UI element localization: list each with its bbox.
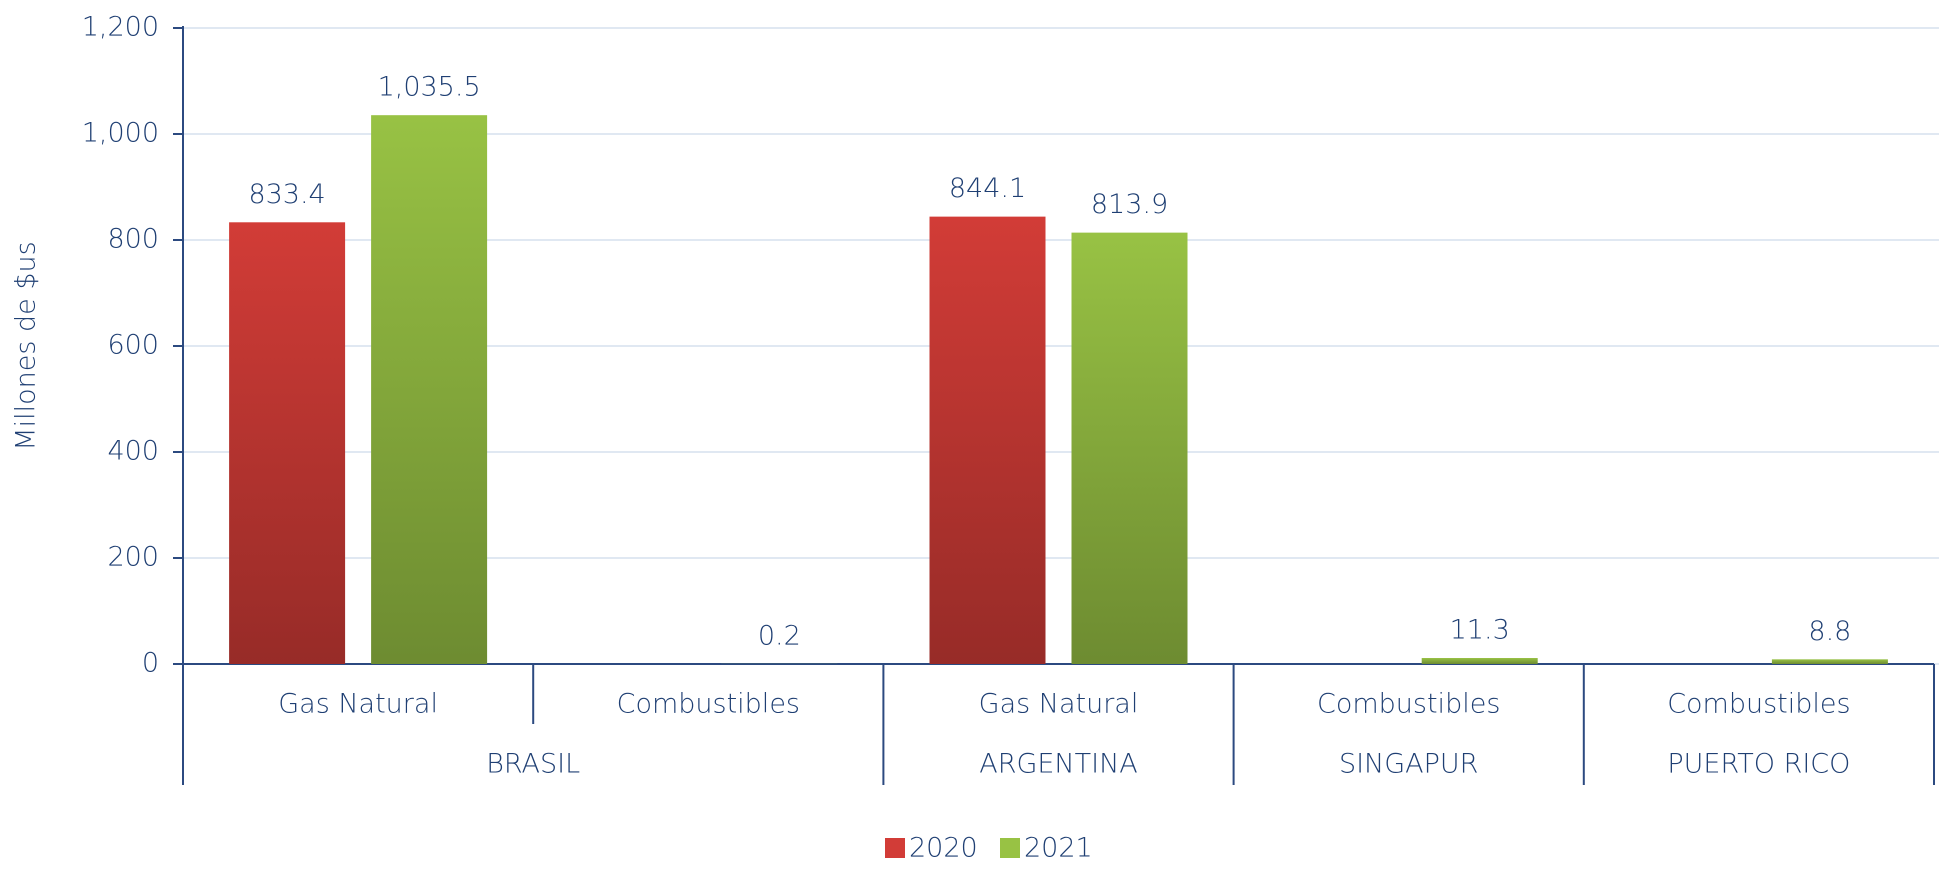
y-tick-label: 600 [107, 330, 159, 361]
x-tick-label: Combustibles [1317, 689, 1500, 720]
legend-swatch [885, 838, 905, 858]
group-label: BRASIL [486, 749, 580, 780]
page: {"chart_data": { "type": "bar", "y_label… [0, 0, 1939, 873]
y-tick-label: 1,000 [82, 118, 159, 149]
data-label: 11.3 [1450, 615, 1510, 646]
y-axis-title: Millones de $us [11, 241, 42, 450]
data-label: 844.1 [949, 173, 1026, 204]
x-tick-label: Gas Natural [979, 689, 1139, 720]
y-tick-label: 0 [142, 648, 159, 679]
data-label: 0.2 [758, 620, 801, 651]
bar [1072, 233, 1188, 664]
y-tick-label: 800 [107, 224, 159, 255]
data-label: 8.8 [1808, 616, 1851, 647]
bar [1772, 659, 1888, 664]
x-tick-label: Combustibles [1667, 689, 1850, 720]
legend-swatch [1000, 838, 1020, 858]
bar [229, 222, 345, 664]
y-tick-label: 1,200 [82, 12, 159, 43]
legend-label: 2020 [909, 833, 978, 864]
data-label: 813.9 [1091, 189, 1168, 220]
y-tick-label: 400 [107, 436, 159, 467]
x-tick-label: Combustibles [617, 689, 800, 720]
bar [371, 115, 487, 664]
y-tick-label: 200 [107, 542, 159, 573]
x-tick-label: Gas Natural [278, 689, 438, 720]
data-label: 833.4 [248, 179, 325, 210]
group-label: ARGENTINA [979, 749, 1138, 780]
group-label: PUERTO RICO [1667, 749, 1850, 780]
bar [930, 217, 1046, 664]
group-label: SINGAPUR [1339, 749, 1479, 780]
data-label: 1,035.5 [378, 72, 481, 103]
legend-label: 2021 [1024, 833, 1093, 864]
chart: Millones de $us 0 200 400 600 800 1,000 1,200 G… [0, 0, 1939, 873]
bar [1422, 658, 1538, 664]
